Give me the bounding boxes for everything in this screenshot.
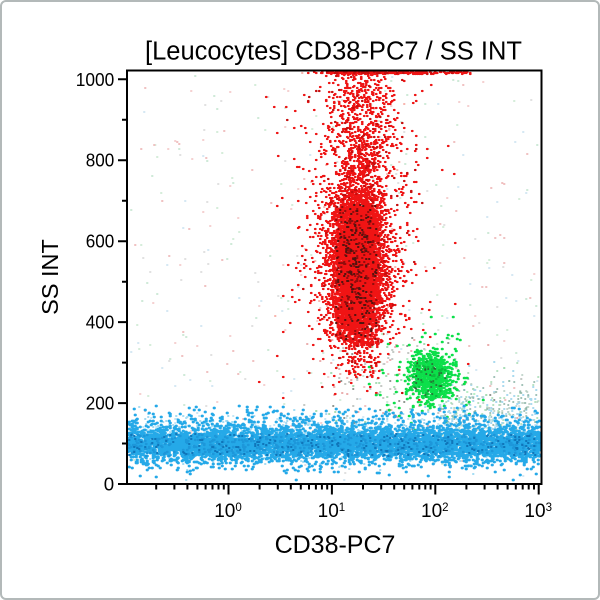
svg-text:600: 600 <box>86 231 115 252</box>
svg-text:SS INT: SS INT <box>37 239 63 315</box>
svg-text:200: 200 <box>86 393 115 414</box>
svg-text:102: 102 <box>421 501 449 522</box>
svg-text:400: 400 <box>86 312 115 333</box>
svg-text:100: 100 <box>214 501 242 522</box>
svg-text:1000: 1000 <box>76 69 115 90</box>
svg-text:CD38-PC7: CD38-PC7 <box>275 531 396 559</box>
svg-text:800: 800 <box>86 150 115 171</box>
svg-text:0: 0 <box>104 474 114 495</box>
svg-text:101: 101 <box>318 501 346 522</box>
svg-text:[Leucocytes] CD38-PC7 / SS INT: [Leucocytes] CD38-PC7 / SS INT <box>145 38 522 66</box>
svg-text:103: 103 <box>524 501 552 522</box>
